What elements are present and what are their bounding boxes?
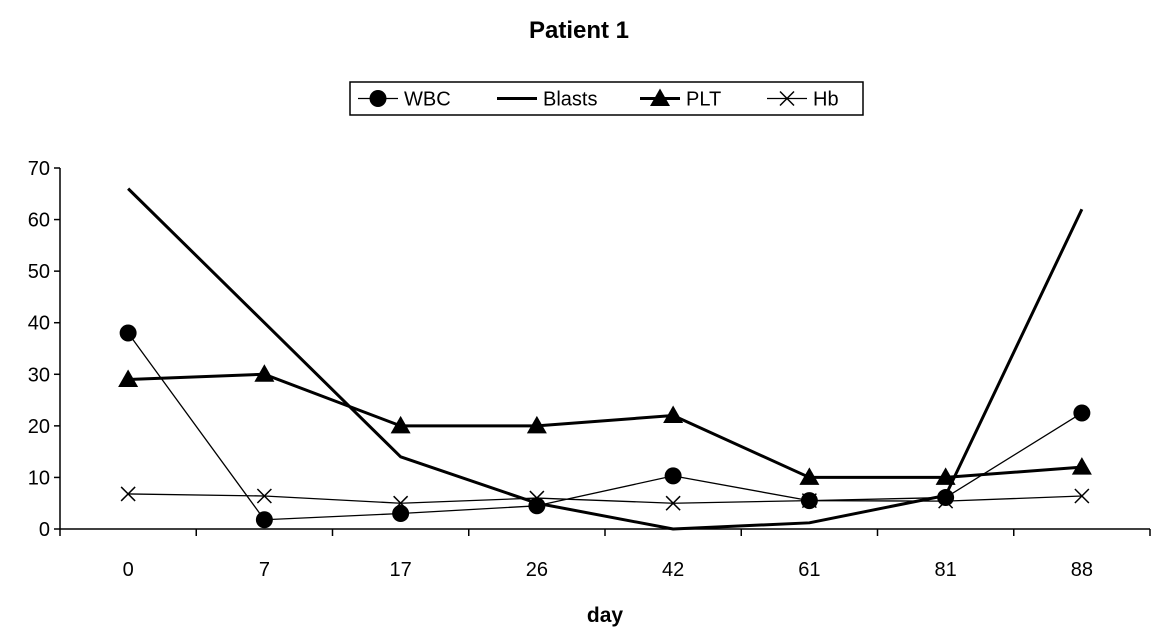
series-blasts [127,187,1084,531]
series-line-hb [128,493,1082,504]
legend-label-blasts: Blasts [543,89,597,111]
y-tick-label-20: 20 [28,416,50,438]
legend-item-hb: Hb [767,89,839,111]
point-wbc-81 [937,489,955,507]
legend-marker-hb [779,90,795,107]
y-tick-label-30: 30 [28,364,50,386]
series-line-plt [128,372,1082,479]
x-tick-label-81: 81 [935,559,957,581]
point-plt-0 [118,369,139,387]
point-hb-0 [120,486,136,502]
x-tick-label-88: 88 [1071,559,1093,581]
x-axis-label: day [587,604,624,627]
legend-marker-wbc [369,90,387,107]
point-wbc-17 [392,505,410,523]
x-tick-label-26: 26 [526,559,548,581]
point-hb-88 [1074,488,1090,504]
point-plt-81 [935,467,956,485]
x-tick-label-17: 17 [390,559,412,581]
legend-label-wbc: WBC [404,89,451,111]
y-tick-label-60: 60 [28,210,50,232]
y-tick-label-40: 40 [28,313,50,335]
point-wbc-0 [119,324,137,342]
point-hb-42 [665,495,681,511]
x-tick-label-0: 0 [123,559,134,581]
series-plt [118,364,1092,485]
x-tick-label-7: 7 [259,559,270,581]
legend-label-hb: Hb [813,89,839,111]
legend-item-blasts: Blasts [497,89,597,111]
point-hb-81 [938,493,954,509]
point-wbc-88 [1073,404,1091,422]
point-plt-42 [663,405,684,424]
legend-marker-plt [650,88,670,106]
y-tick-label-0: 0 [39,519,50,541]
point-wbc-42 [664,467,682,485]
legend-label-plt: PLT [686,89,721,111]
y-tick-label-70: 70 [28,158,50,180]
plot-area: 0 10 20 30 40 50 60 70 0 7 17 26 42 61 81 88 [28,158,1151,581]
x-tick-label-61: 61 [798,559,820,581]
series-line-blasts [127,187,1084,531]
point-plt-26 [526,415,547,434]
legend-item-plt: PLT [640,88,721,111]
y-tick-label-50: 50 [28,261,50,283]
point-hb-61 [801,493,817,509]
point-wbc-7 [255,511,273,529]
y-tick-label-10: 10 [28,467,50,489]
point-hb-17 [393,495,409,511]
point-hb-7 [256,488,272,504]
point-plt-7 [254,364,275,382]
series-line-wbc [127,332,1083,521]
series-hb [120,486,1090,511]
point-plt-17 [390,415,411,434]
legend: WBC Blasts PLT Hb [349,81,864,116]
legend-item-wbc: WBC [358,89,451,111]
x-tick-label-42: 42 [662,559,684,581]
point-hb-26 [529,490,545,506]
chart-title: Patient 1 [529,17,629,44]
point-plt-88 [1071,457,1092,475]
point-plt-61 [799,467,820,485]
